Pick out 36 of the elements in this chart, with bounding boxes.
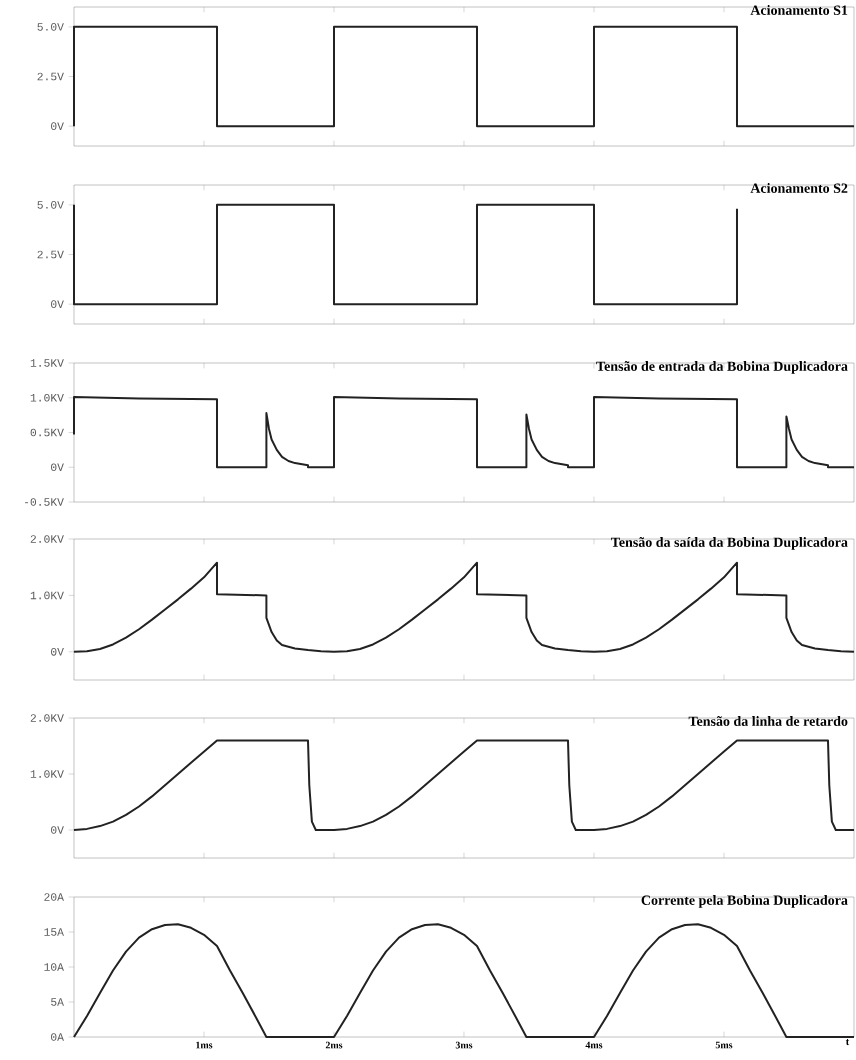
y-tick-label: 1.5KV bbox=[30, 359, 64, 367]
y-tick-label: 2.5V bbox=[37, 72, 64, 81]
x-axis-title: t bbox=[845, 1039, 850, 1046]
chart-title: Tensão da linha de retardo bbox=[688, 716, 848, 726]
x-tick-label: 3ms bbox=[455, 1041, 473, 1049]
x-tick-label: 2ms bbox=[325, 1041, 343, 1049]
line-series bbox=[73, 923, 855, 1038]
y-tick-label: -0.5KV bbox=[24, 498, 64, 506]
chart-title: Acionamento S1 bbox=[750, 5, 848, 15]
y-tick-label: 0V bbox=[51, 647, 64, 656]
y-tick-label: 2.0KV bbox=[30, 714, 64, 722]
y-tick-label: 10A bbox=[44, 963, 64, 971]
y-tick-label: 5A bbox=[51, 998, 64, 1006]
chart-title: Acionamento S2 bbox=[750, 183, 848, 193]
y-tick-label: 5.0V bbox=[37, 201, 64, 209]
y-tick-label: 2.5V bbox=[37, 250, 64, 259]
y-tick-label: 1.0KV bbox=[30, 770, 64, 778]
y-tick-label: 0V bbox=[51, 463, 64, 472]
y-tick-label: 0.5KV bbox=[30, 428, 64, 437]
chart-title: Tensão de entrada da Bobina Duplicadora bbox=[596, 361, 848, 374]
y-tick-label: 0V bbox=[51, 826, 64, 834]
y-tick-label: 20A bbox=[44, 893, 64, 901]
x-tick-label: 1ms bbox=[196, 1041, 213, 1049]
chart-title: Corrente pela Bobina Duplicadora bbox=[641, 895, 848, 908]
y-tick-label: 0A bbox=[51, 1033, 64, 1041]
y-tick-label: 5.0V bbox=[37, 23, 64, 31]
y-tick-label: 1.0KV bbox=[30, 393, 64, 402]
chart-title: Tensão da saída da Bobina Duplicadora bbox=[610, 537, 848, 550]
y-tick-label: 0V bbox=[51, 300, 64, 308]
x-tick-label: 4ms bbox=[585, 1041, 603, 1049]
line-series bbox=[73, 396, 855, 469]
x-tick-label: 5ms bbox=[715, 1041, 733, 1049]
y-tick-label: 1.0KV bbox=[30, 591, 64, 600]
y-tick-label: 15A bbox=[44, 928, 64, 936]
y-tick-label: 2.0KV bbox=[30, 535, 64, 543]
y-tick-label: 0V bbox=[51, 122, 64, 130]
